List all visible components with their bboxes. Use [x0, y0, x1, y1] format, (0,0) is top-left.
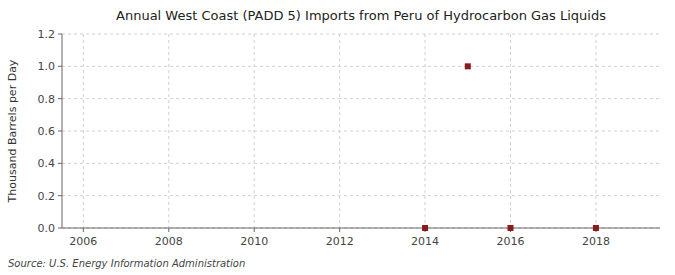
x-grid-line: [425, 34, 426, 228]
grid: [62, 34, 660, 228]
point: [465, 63, 471, 69]
point: [593, 225, 599, 231]
x-tick: [168, 228, 169, 232]
x-tick-label: 2018: [582, 235, 610, 248]
y-tick-label: 0.8: [38, 93, 56, 106]
x-tick-label: 2010: [240, 235, 268, 248]
y-tick: [58, 66, 62, 67]
x-tick-label: 2006: [69, 235, 97, 248]
y-tick: [58, 131, 62, 132]
x-tick: [83, 228, 84, 232]
x-axis-line: [62, 228, 660, 229]
y-tick: [58, 228, 62, 229]
y-grid-line: [62, 34, 660, 35]
axes: 0.0 0.2 0.4 0.6 0.8 1.0 1.2 2006 2008 2010 2012 201…: [38, 28, 661, 248]
x-grid-line: [339, 34, 340, 228]
x-tick-label: 2012: [326, 235, 354, 248]
y-grid-line: [62, 66, 660, 67]
y-tick-label: 0.6: [38, 125, 56, 138]
y-tick-label: 1.2: [38, 28, 56, 41]
point: [508, 225, 514, 231]
x-tick-label: 2016: [497, 235, 525, 248]
y-grid-line: [62, 131, 660, 132]
x-grid-line: [168, 34, 169, 228]
x-tick-label: 2008: [155, 235, 183, 248]
x-tick: [254, 228, 255, 232]
y-axis-line: [62, 34, 63, 228]
y-tick-label: 0.2: [38, 190, 56, 203]
x-grid-line: [595, 34, 596, 228]
y-axis-label: Thousand Barrels per Day: [6, 59, 19, 203]
y-grid-line: [62, 98, 660, 99]
y-tick: [58, 195, 62, 196]
point: [422, 225, 428, 231]
y-tick-label: 0.0: [38, 222, 56, 235]
x-grid-line: [83, 34, 84, 228]
y-tick: [58, 163, 62, 164]
y-tick-label: 1.0: [38, 60, 56, 73]
source-annotation: Source: U.S. Energy Information Administ…: [8, 258, 245, 269]
y-grid-line: [62, 195, 660, 196]
y-grid-line: [62, 163, 660, 164]
y-tick-label: 0.4: [38, 157, 56, 170]
x-tick-label: 2014: [411, 235, 439, 248]
x-grid-line: [510, 34, 511, 228]
title: Annual West Coast (PADD 5) Imports from …: [116, 8, 606, 23]
y-tick: [58, 34, 62, 35]
data-points: [422, 63, 599, 231]
x-grid-line: [254, 34, 255, 228]
chart: Annual West Coast (PADD 5) Imports from …: [0, 0, 675, 275]
y-grid-line: [62, 228, 660, 229]
x-tick: [339, 228, 340, 232]
y-tick: [58, 98, 62, 99]
